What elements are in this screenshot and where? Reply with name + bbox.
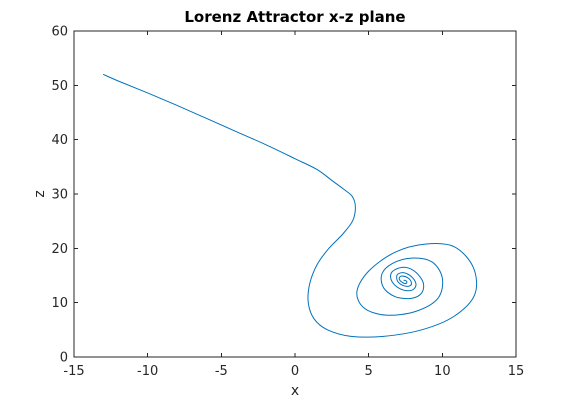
chart-title: Lorenz Attractor x-z plane [184, 8, 405, 26]
y-tick-label: 0 [60, 351, 68, 366]
y-tick-label: 10 [51, 296, 68, 311]
y-tick-label: 30 [51, 188, 68, 203]
y-tick-label: 60 [51, 25, 68, 40]
y-tick-label: 20 [51, 242, 68, 257]
series-layer [102, 73, 478, 338]
x-tick-label: -10 [137, 364, 158, 379]
x-tick-label: 5 [365, 364, 373, 379]
x-tick-label: -15 [63, 364, 84, 379]
y-tick-label: 40 [51, 133, 68, 148]
plot-area-background [74, 31, 516, 357]
x-tick-label: 15 [508, 364, 525, 379]
y-axis-label: z [32, 190, 48, 197]
axes-box [73, 30, 517, 358]
trajectory-line [102, 73, 478, 338]
x-tick-label: 10 [434, 364, 451, 379]
y-tick-label: 50 [51, 79, 68, 94]
x-tick-label: 0 [291, 364, 299, 379]
x-axis-label: x [291, 383, 299, 399]
labels-layer: -15 -10 -5 0 5 10 15 0 10 20 30 40 50 60 [51, 25, 524, 380]
x-tick-label: -5 [215, 364, 228, 379]
